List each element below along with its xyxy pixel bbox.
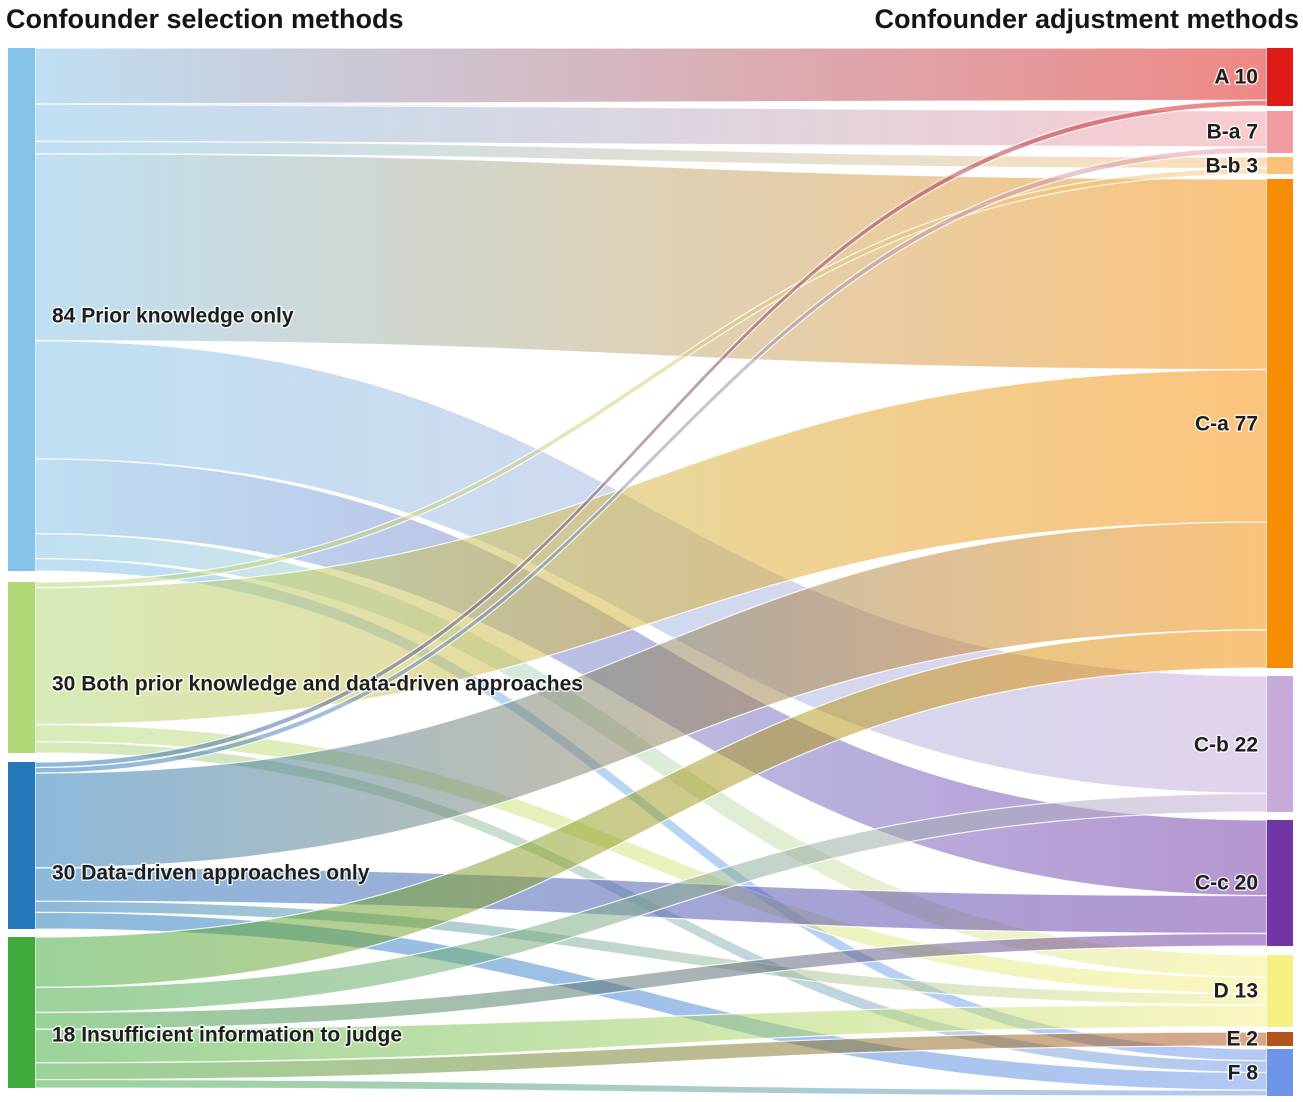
target-node-C-a — [1267, 179, 1293, 668]
sankey-links — [34, 47, 1268, 1097]
target-node-label-A: A 10 — [1214, 66, 1258, 89]
source-node-prior-knowledge-only — [8, 48, 35, 571]
target-node-B-a — [1267, 111, 1293, 153]
left-column-title: Confounder selection methods — [6, 4, 404, 34]
source-node-label-data-driven-only: 30 Data-driven approaches only — [52, 862, 370, 885]
source-node-label-insufficient-information: 18 Insufficient information to judge — [52, 1024, 402, 1047]
target-node-C-c — [1267, 820, 1293, 946]
target-node-E — [1267, 1032, 1293, 1046]
source-node-data-driven-only — [8, 762, 35, 929]
source-node-insufficient-information — [8, 937, 35, 1088]
target-node-label-C-b: C-b 22 — [1194, 734, 1258, 757]
target-node-label-E: E 2 — [1226, 1028, 1258, 1051]
sankey-nodes — [8, 48, 1293, 1096]
target-node-B-b — [1267, 157, 1293, 174]
source-node-both-approaches — [8, 582, 35, 753]
source-node-label-both-approaches: 30 Both prior knowledge and data-driven … — [52, 673, 583, 696]
target-node-label-F: F 8 — [1228, 1062, 1259, 1085]
target-node-label-C-c: C-c 20 — [1195, 872, 1258, 895]
target-node-label-C-a: C-a 77 — [1195, 413, 1258, 436]
target-node-label-B-b: B-b 3 — [1206, 155, 1259, 178]
target-node-A — [1267, 48, 1293, 106]
source-node-label-prior-knowledge-only: 84 Prior knowledge only — [52, 305, 294, 328]
target-node-F — [1267, 1049, 1293, 1096]
target-node-label-D: D 13 — [1214, 980, 1258, 1003]
right-column-title: Confounder adjustment methods — [875, 4, 1300, 34]
target-node-label-B-a: B-a 7 — [1207, 121, 1258, 144]
target-node-D — [1267, 955, 1293, 1027]
sankey-link-prior-knowledge-only-to-A — [34, 47, 1268, 105]
target-node-C-b — [1267, 676, 1293, 812]
